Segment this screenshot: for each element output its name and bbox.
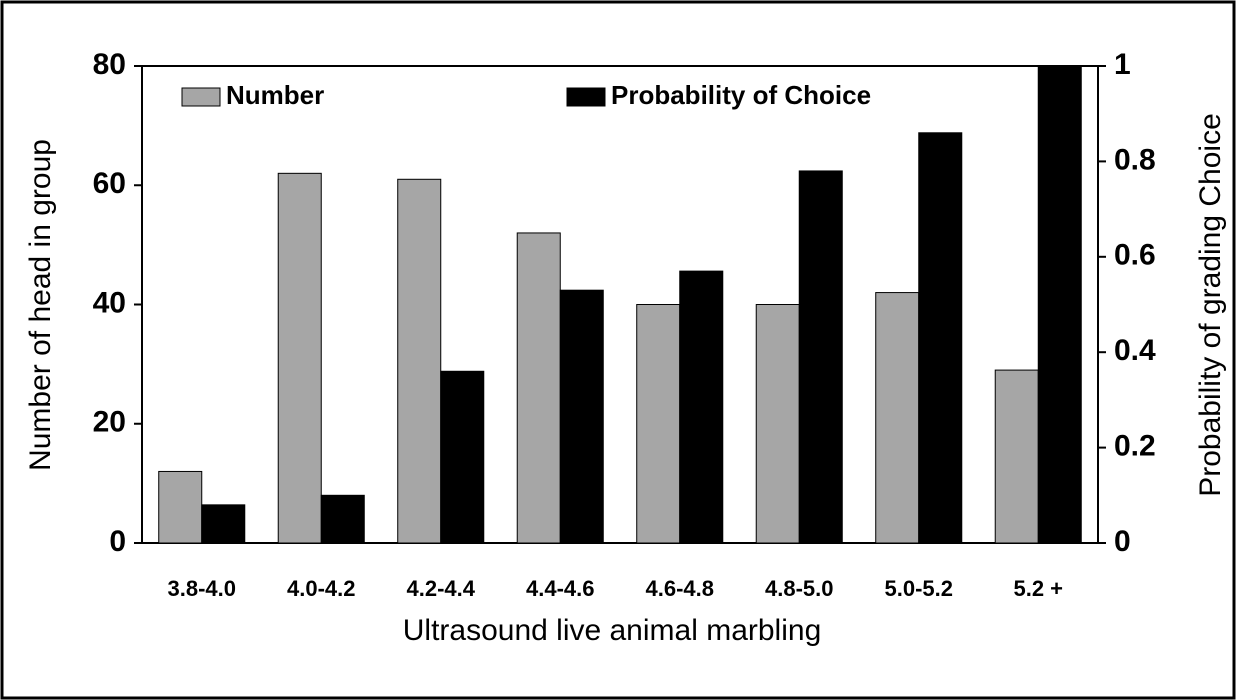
legend-swatch — [566, 87, 606, 107]
y2-tick-label: 0.8 — [1114, 143, 1156, 176]
legend-label: Probability of Choice — [611, 80, 871, 110]
x-tick-label: 3.8-4.0 — [168, 576, 237, 601]
bar — [397, 178, 442, 544]
x-axis-label: Ultrasound live animal marbling — [403, 614, 822, 647]
bar — [679, 270, 724, 544]
x-tick-label: 4.2-4.4 — [407, 576, 476, 601]
bar — [320, 494, 365, 544]
y2-tick-label: 1 — [1114, 48, 1131, 81]
y-tick-label: 0 — [109, 525, 126, 558]
bar — [636, 304, 681, 544]
legend-swatch — [181, 87, 221, 107]
x-tick-label: 4.0-4.2 — [287, 576, 356, 601]
bar — [918, 132, 963, 544]
bar — [277, 172, 322, 544]
bar — [1037, 65, 1082, 544]
y2-tick-label: 0.4 — [1114, 334, 1156, 367]
bar — [875, 292, 920, 544]
bar — [798, 170, 843, 544]
y-tick-label: 20 — [93, 406, 126, 439]
y2-tick-label: 0.6 — [1114, 239, 1156, 272]
bar — [516, 232, 561, 544]
bar — [994, 369, 1039, 544]
x-tick-label: 4.6-4.8 — [646, 576, 715, 601]
y-axis-label: Number of head in group — [24, 139, 57, 471]
bar — [755, 304, 800, 544]
y2-axis-label: Probability of grading Choice — [1194, 113, 1227, 497]
bar — [158, 470, 203, 544]
bar — [559, 289, 604, 544]
y-tick-label: 80 — [93, 48, 126, 81]
bar — [440, 370, 485, 544]
x-tick-label: 5.0-5.2 — [885, 576, 954, 601]
y2-tick-label: 0 — [1114, 525, 1131, 558]
bar — [201, 504, 246, 544]
y2-tick-label: 0.2 — [1114, 430, 1156, 463]
y-tick-label: 60 — [93, 167, 126, 200]
y-tick-label: 40 — [93, 286, 126, 319]
x-tick-label: 4.8-5.0 — [765, 576, 834, 601]
x-tick-label: 5.2 + — [1013, 576, 1063, 601]
x-tick-label: 4.4-4.6 — [526, 576, 595, 601]
legend-label: Number — [226, 80, 324, 110]
